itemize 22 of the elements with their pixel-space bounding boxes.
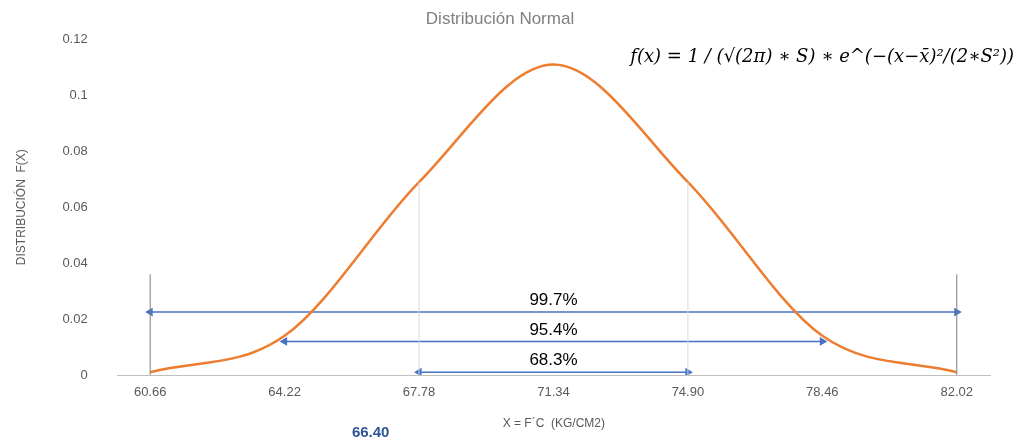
x-tick-label: 71.34 xyxy=(537,384,570,400)
y-tick-label: 0.08 xyxy=(62,142,88,158)
x-axis-title: X = F´C (KG/CM2) xyxy=(502,416,606,431)
annotation: f(x) = 1 / (√(2π) ∗ S) ∗ e^(−(x−x̄)²/(2∗S²)) xyxy=(628,45,1014,67)
annotation: 99.7% xyxy=(529,290,578,310)
text: 66.40 xyxy=(351,423,390,441)
y-tick-label: 0.1 xyxy=(69,86,88,102)
annotation: 68.3% xyxy=(529,350,578,370)
y-tick-label: 0 xyxy=(80,366,88,382)
annotation: 95.4% xyxy=(529,319,578,339)
y-tick-label: 0.02 xyxy=(62,310,88,326)
y-tick-label: 0.06 xyxy=(62,198,88,214)
y-tick-label: 0.12 xyxy=(62,30,88,46)
x-tick-label: 64.22 xyxy=(268,384,301,400)
y-tick-label: 0.04 xyxy=(62,254,88,270)
x-tick-label: 78.46 xyxy=(806,384,839,400)
x-tick-label: 82.02 xyxy=(940,384,974,400)
y-axis-title: DISTRIBUCIÓN F(X) xyxy=(12,149,28,266)
x-tick-label: 60.66 xyxy=(133,384,167,400)
x-tick-label: 74.90 xyxy=(671,384,705,400)
x-tick-label: 67.78 xyxy=(402,384,436,400)
chart-title: Distribución Normal xyxy=(425,8,575,28)
